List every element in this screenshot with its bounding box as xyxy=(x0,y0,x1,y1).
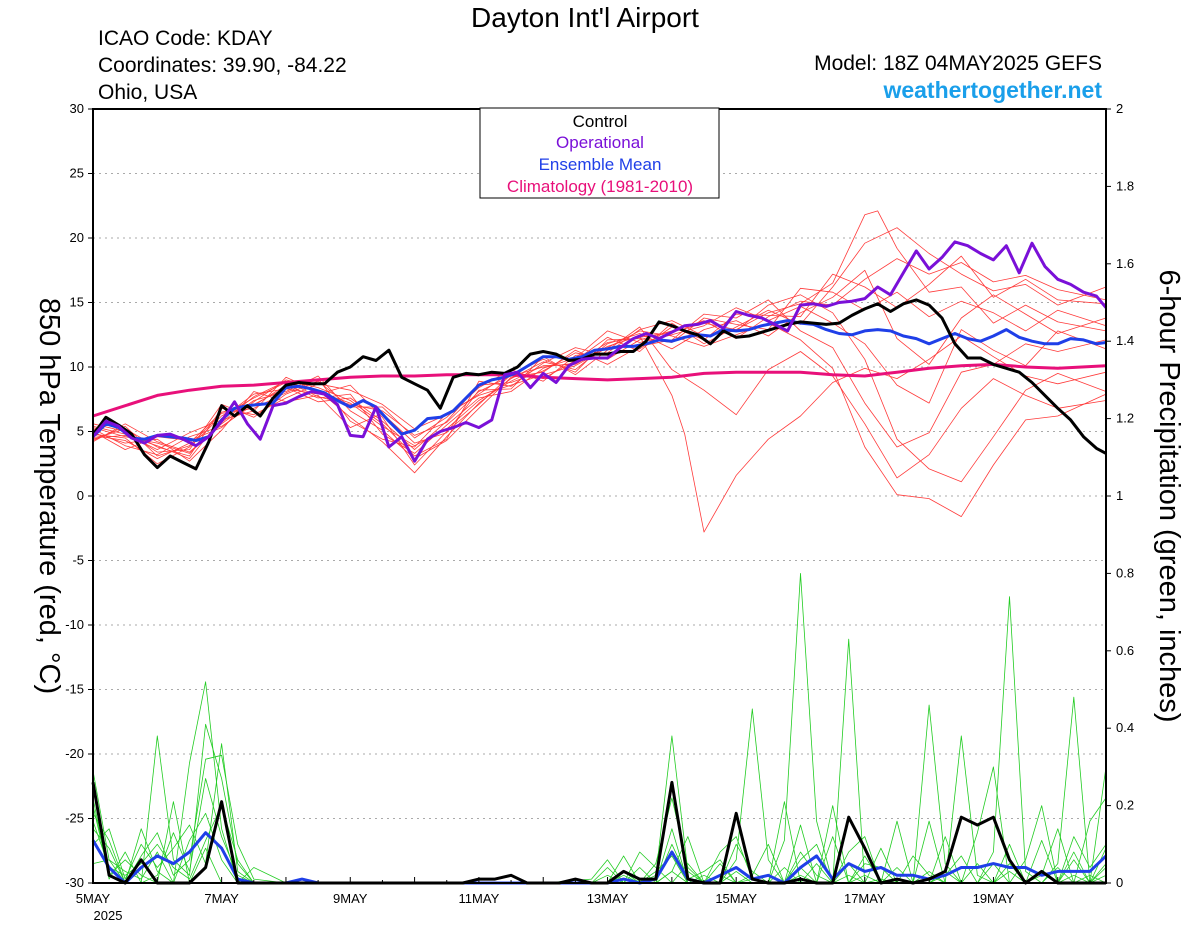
temperature-member-line xyxy=(92,306,1107,459)
legend-control: Control xyxy=(573,112,628,131)
y-left-tick-label: 30 xyxy=(70,101,84,116)
y-left-axis-label: 850 hPa Temperature (red, °C) xyxy=(33,298,65,694)
temperature-member-line xyxy=(92,227,1107,457)
x-tick-label: 11MAY xyxy=(459,891,500,906)
legend-climatology: Climatology (1981-2010) xyxy=(507,177,693,196)
temperature-member-line xyxy=(92,269,1107,474)
y-right-tick-label: 1.4 xyxy=(1116,333,1134,348)
y-left-tick-label: -20 xyxy=(65,746,84,761)
y-right-tick-label: 0 xyxy=(1116,875,1123,890)
legend-ensemble-mean: Ensemble Mean xyxy=(539,155,662,174)
temperature-member-line xyxy=(92,294,1107,483)
site-link[interactable]: weathertogether.net xyxy=(883,77,1102,103)
temperature-ensemble-mean-line xyxy=(91,319,1107,442)
legend: Control Operational Ensemble Mean Climat… xyxy=(479,107,720,199)
y-left-tick-label: 15 xyxy=(70,295,84,310)
y-left-tick-label: 0 xyxy=(77,488,84,503)
temperature-operational-line xyxy=(91,240,1108,463)
chart-title: Dayton Int'l Airport xyxy=(471,2,699,33)
x-tick-label: 9MAY xyxy=(333,891,368,906)
y-left-tick-label: -30 xyxy=(65,875,84,890)
x-tick-label: 15MAY xyxy=(715,891,757,906)
temperature-ensemble-members xyxy=(92,210,1107,533)
region: Ohio, USA xyxy=(98,81,198,104)
climatology-line xyxy=(92,362,1107,418)
y-left-tick-label: -15 xyxy=(65,682,84,697)
y-right-tick-label: 0.6 xyxy=(1116,643,1134,658)
y-right-tick-label: 0.4 xyxy=(1116,720,1134,735)
temperature-member-line xyxy=(92,287,1107,466)
y-left-tick-label: 10 xyxy=(70,359,84,374)
x-tick-label: 17MAY xyxy=(844,891,886,906)
model-run: Model: 18Z 04MAY2025 GEFS xyxy=(814,52,1102,75)
x-tick-label: 5MAY xyxy=(76,891,111,906)
temperature-control-line xyxy=(91,298,1107,471)
coordinates: Coordinates: 39.90, -84.22 xyxy=(98,54,347,77)
y-left-tick-label: 25 xyxy=(70,166,84,181)
y-left-tick-label: -25 xyxy=(65,811,84,826)
y-right-tick-label: 0.2 xyxy=(1116,798,1134,813)
precipitation-member-line xyxy=(92,696,1107,884)
grid-lines xyxy=(93,173,1106,819)
y-right-tick-label: 0.8 xyxy=(1116,565,1134,580)
x-tick-label: 19MAY xyxy=(973,891,1015,906)
precipitation-member-line xyxy=(92,766,1107,884)
x-year-label: 2025 xyxy=(94,908,123,923)
y-right-tick-label: 2 xyxy=(1116,101,1123,116)
y-left-tick-label: 5 xyxy=(77,424,84,439)
temperature-member-line xyxy=(92,210,1107,454)
icao-code: ICAO Code: KDAY xyxy=(98,27,273,50)
y-right-tick-label: 1 xyxy=(1116,488,1123,503)
precipitation-member-line xyxy=(92,778,1107,884)
y-right-tick-label: 1.8 xyxy=(1116,178,1134,193)
x-tick-label: 7MAY xyxy=(204,891,239,906)
precipitation-control-line xyxy=(91,780,1106,885)
y-right-axis-label: 6-hour Precipitation (green, inches) xyxy=(1153,270,1185,723)
y-left-tick-label: 20 xyxy=(70,230,84,245)
y-right-tick-label: 1.6 xyxy=(1116,256,1134,271)
y-right-tick-label: 1.2 xyxy=(1116,411,1134,426)
y-left-tick-label: -5 xyxy=(72,553,84,568)
main-series xyxy=(91,240,1108,885)
axes: 302520151050-5-10-15-20-25-3021.81.61.41… xyxy=(65,101,1134,906)
legend-operational: Operational xyxy=(556,133,644,152)
y-left-tick-label: -10 xyxy=(65,617,84,632)
temperature-member-line xyxy=(92,335,1107,533)
x-tick-label: 13MAY xyxy=(587,891,629,906)
